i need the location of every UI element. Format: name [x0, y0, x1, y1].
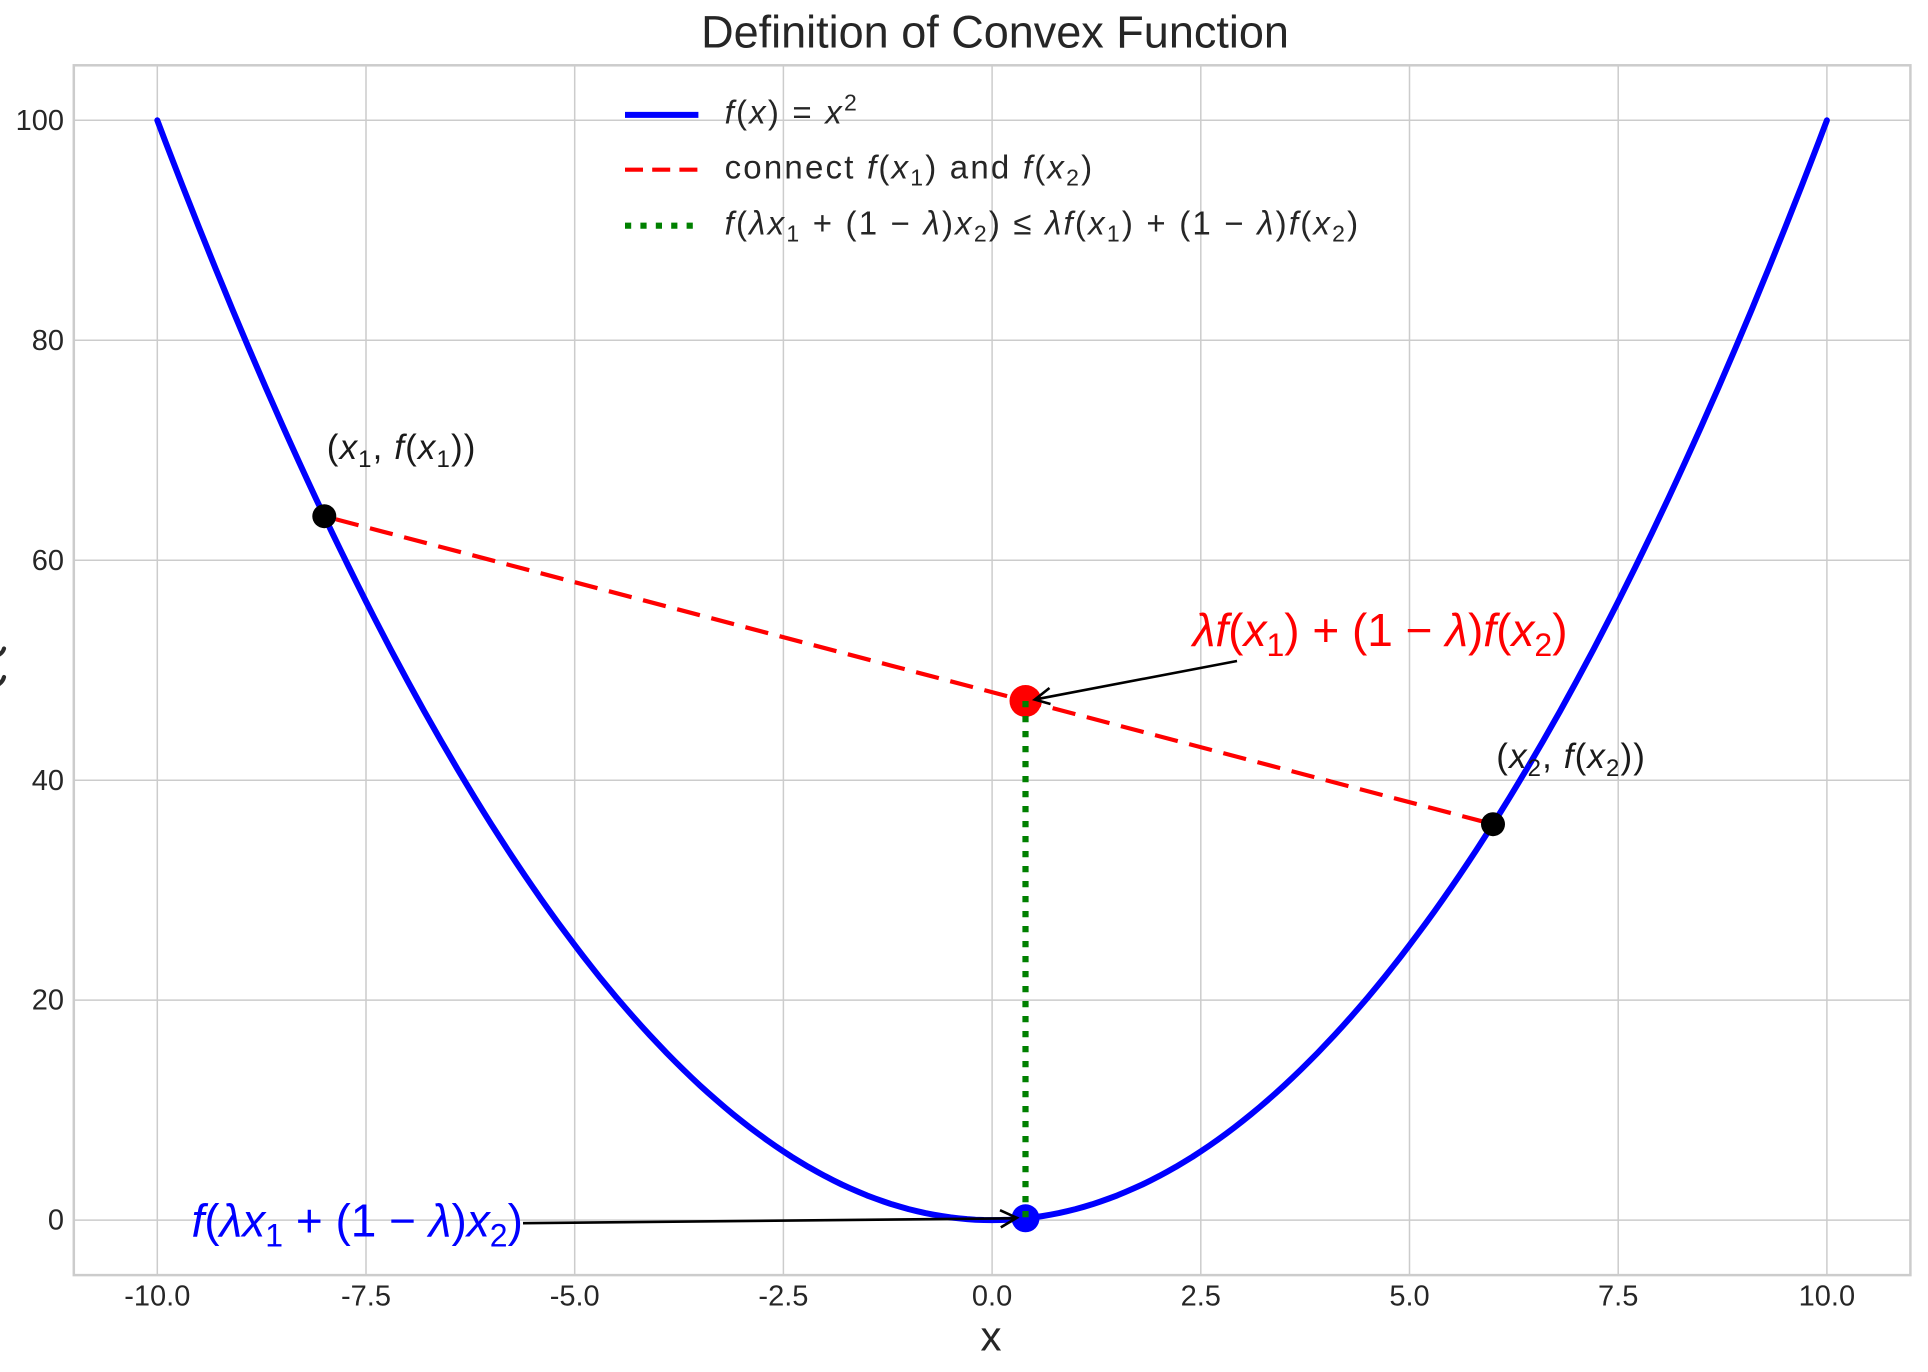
svg-text:2.5: 2.5 — [1181, 1280, 1221, 1312]
svg-text:100: 100 — [16, 105, 64, 137]
svg-text:(x1, f(x1)): (x1, f(x1)) — [327, 428, 477, 473]
svg-text:0.0: 0.0 — [972, 1280, 1012, 1312]
svg-text:λf(x1) + (1 − λ)f(x2): λf(x1) + (1 − λ)f(x2) — [1190, 604, 1568, 663]
svg-text:(x2, f(x2)): (x2, f(x2)) — [1496, 737, 1646, 782]
svg-text:60: 60 — [32, 545, 64, 577]
svg-text:connect f(x1) and f(x2): connect f(x1) and f(x2) — [725, 148, 1095, 190]
svg-text:10.0: 10.0 — [1799, 1280, 1855, 1312]
svg-text:f(λx1 + (1 − λ)x2): f(λx1 + (1 − λ)x2) — [192, 1195, 523, 1254]
svg-text:f(λx1 + (1 − λ)x2) ≤ λf(x1) +: f(λx1 + (1 − λ)x2) ≤ λf(x1) + (1 − λ)f(x… — [725, 204, 1361, 246]
svg-text:-5.0: -5.0 — [550, 1280, 600, 1312]
svg-text:0: 0 — [48, 1205, 64, 1237]
svg-text:-10.0: -10.0 — [124, 1280, 190, 1312]
svg-text:20: 20 — [32, 985, 64, 1017]
svg-text:f(x) = x2: f(x) = x2 — [725, 90, 859, 131]
svg-text:-2.5: -2.5 — [758, 1280, 808, 1312]
svg-text:80: 80 — [32, 325, 64, 357]
svg-text:5.0: 5.0 — [1389, 1280, 1429, 1312]
svg-text:Definition of Convex Function: Definition of Convex Function — [701, 7, 1289, 58]
svg-text:x: x — [981, 1313, 1002, 1360]
svg-text:40: 40 — [32, 765, 64, 797]
svg-text:7.5: 7.5 — [1598, 1280, 1638, 1312]
svg-text:-7.5: -7.5 — [341, 1280, 391, 1312]
